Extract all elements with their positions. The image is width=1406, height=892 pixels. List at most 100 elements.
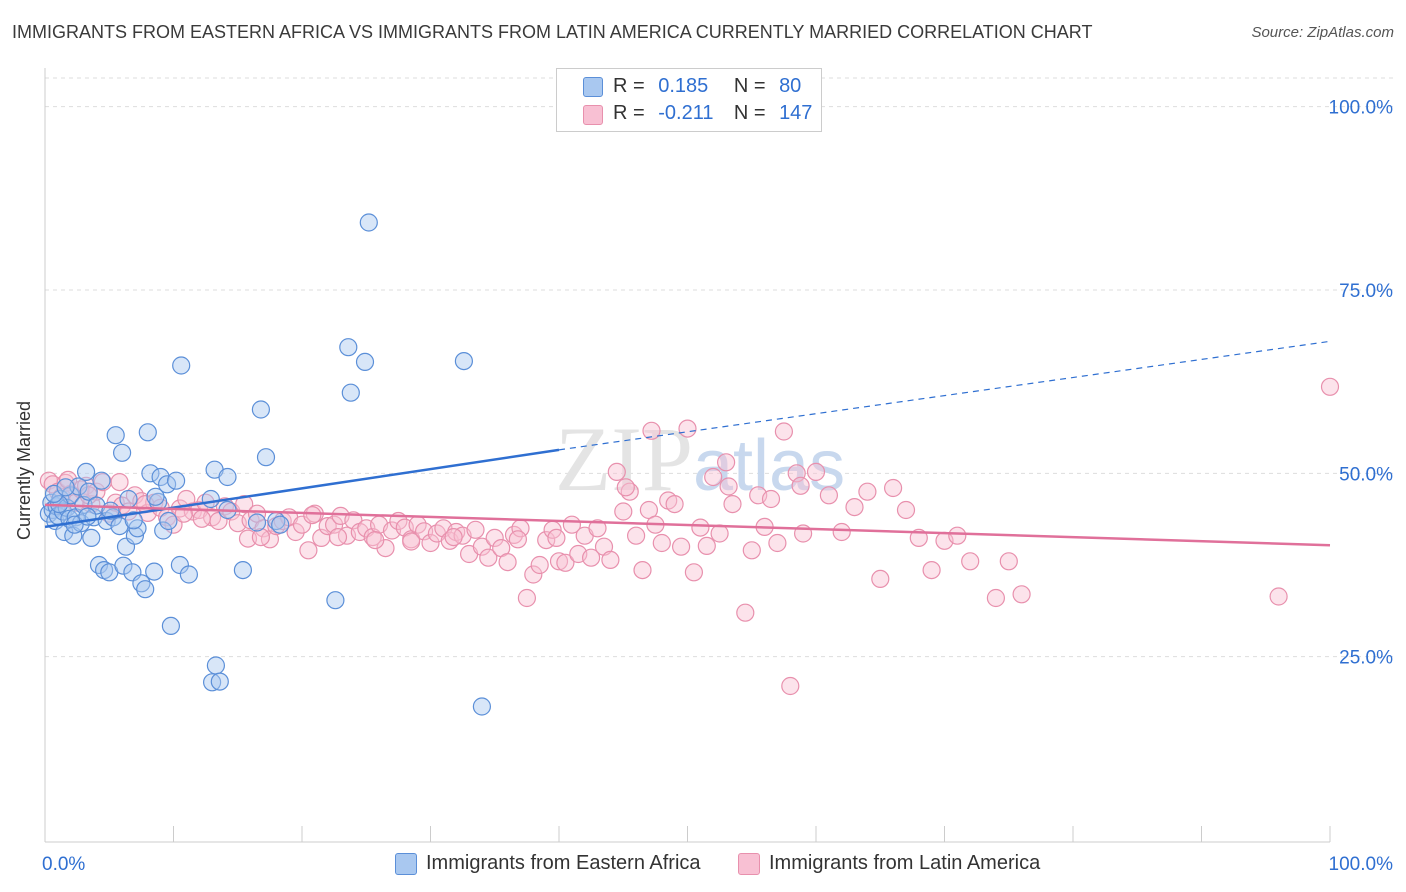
data-point bbox=[986, 588, 1006, 608]
data-point bbox=[614, 502, 633, 521]
series-eastern-africa bbox=[39, 213, 491, 716]
data-point bbox=[79, 482, 98, 501]
data-point bbox=[691, 518, 710, 537]
data-point bbox=[210, 672, 229, 691]
data-point bbox=[206, 656, 225, 675]
y-tick-label: 50.0% bbox=[1339, 464, 1393, 485]
r-value-pink: -0.211 bbox=[658, 102, 714, 124]
trend-line-latin-america bbox=[44, 503, 1331, 547]
data-point bbox=[69, 477, 88, 496]
data-point bbox=[883, 478, 903, 498]
data-point bbox=[326, 591, 345, 610]
data-point bbox=[141, 464, 160, 483]
data-point bbox=[616, 478, 635, 497]
data-point bbox=[344, 511, 363, 530]
data-point bbox=[235, 495, 254, 514]
bottom-legend-swatch-blue bbox=[395, 853, 417, 875]
data-point bbox=[581, 548, 601, 567]
trend-line-eastern-africa-extension bbox=[558, 340, 1331, 451]
data-point bbox=[781, 676, 800, 696]
data-point bbox=[179, 565, 198, 584]
data-point bbox=[271, 515, 290, 534]
data-point bbox=[138, 423, 157, 442]
y-tick-label: 75.0% bbox=[1339, 281, 1393, 302]
data-point bbox=[76, 462, 96, 481]
data-point bbox=[896, 500, 916, 520]
data-point bbox=[286, 522, 305, 542]
data-point bbox=[124, 511, 143, 530]
data-point bbox=[444, 527, 463, 547]
data-point bbox=[588, 519, 607, 538]
data-point bbox=[716, 453, 736, 472]
data-point bbox=[1320, 377, 1340, 396]
data-point bbox=[339, 338, 358, 357]
data-point bbox=[806, 462, 826, 481]
data-point bbox=[256, 448, 276, 467]
data-point bbox=[472, 697, 491, 716]
data-point bbox=[652, 533, 671, 553]
r-label: R = bbox=[613, 102, 645, 124]
data-point bbox=[671, 537, 691, 556]
data-point bbox=[524, 565, 543, 584]
legend-swatch-blue bbox=[583, 77, 603, 97]
data-point bbox=[556, 553, 575, 572]
data-point bbox=[498, 552, 517, 572]
data-point bbox=[125, 526, 144, 545]
data-point bbox=[89, 555, 109, 575]
data-point bbox=[858, 482, 877, 501]
n-label: N = bbox=[733, 102, 766, 124]
data-point bbox=[172, 356, 191, 375]
data-point bbox=[642, 421, 661, 440]
data-point bbox=[845, 498, 864, 517]
data-point bbox=[303, 505, 322, 525]
data-point bbox=[697, 536, 716, 556]
bottom-legend-eastern-africa: Immigrants from Eastern Africa bbox=[426, 852, 701, 874]
data-point bbox=[485, 528, 504, 548]
data-point bbox=[871, 569, 890, 589]
data-point bbox=[145, 562, 164, 581]
data-point bbox=[508, 530, 528, 549]
data-point bbox=[119, 489, 138, 509]
data-point bbox=[704, 467, 723, 487]
y-tick-label: 25.0% bbox=[1339, 648, 1393, 669]
data-point bbox=[479, 548, 498, 567]
r-value-blue: 0.185 bbox=[658, 75, 709, 97]
data-point bbox=[742, 541, 761, 560]
data-point bbox=[82, 528, 101, 548]
data-point bbox=[517, 588, 537, 608]
data-point bbox=[768, 533, 787, 553]
y-axis-label: Currently Married bbox=[14, 400, 34, 540]
data-point bbox=[421, 533, 440, 553]
data-point bbox=[366, 530, 385, 550]
data-point bbox=[626, 526, 646, 545]
n-value-blue: 80 bbox=[779, 75, 802, 97]
data-point bbox=[736, 603, 755, 622]
data-point bbox=[723, 495, 742, 514]
data-point bbox=[136, 580, 155, 599]
trend-lines bbox=[44, 340, 1331, 547]
data-point bbox=[112, 443, 132, 462]
legend-swatch-pink bbox=[583, 105, 603, 125]
data-point bbox=[819, 486, 839, 505]
chart-title: IMMIGRANTS FROM EASTERN AFRICA VS IMMIGR… bbox=[12, 22, 1093, 42]
data-point bbox=[1012, 585, 1031, 604]
data-point bbox=[832, 522, 851, 542]
data-point bbox=[530, 555, 549, 575]
data-point bbox=[601, 550, 620, 570]
data-point bbox=[328, 527, 348, 547]
data-point bbox=[999, 552, 1018, 571]
bottom-legend-swatch-pink bbox=[738, 853, 760, 875]
data-point bbox=[341, 383, 360, 402]
data-point bbox=[961, 552, 980, 571]
data-point bbox=[151, 467, 170, 487]
data-point bbox=[158, 475, 177, 494]
data-point bbox=[159, 511, 178, 531]
data-point bbox=[58, 470, 78, 489]
x-tick-label-min: 0.0% bbox=[42, 854, 85, 875]
data-point bbox=[56, 478, 75, 497]
data-point bbox=[472, 537, 491, 556]
data-point bbox=[355, 352, 375, 371]
trend-line-eastern-africa bbox=[44, 448, 560, 529]
data-point bbox=[719, 477, 738, 496]
legend-row-blue: R = 0.185 N = 80 bbox=[613, 75, 801, 98]
